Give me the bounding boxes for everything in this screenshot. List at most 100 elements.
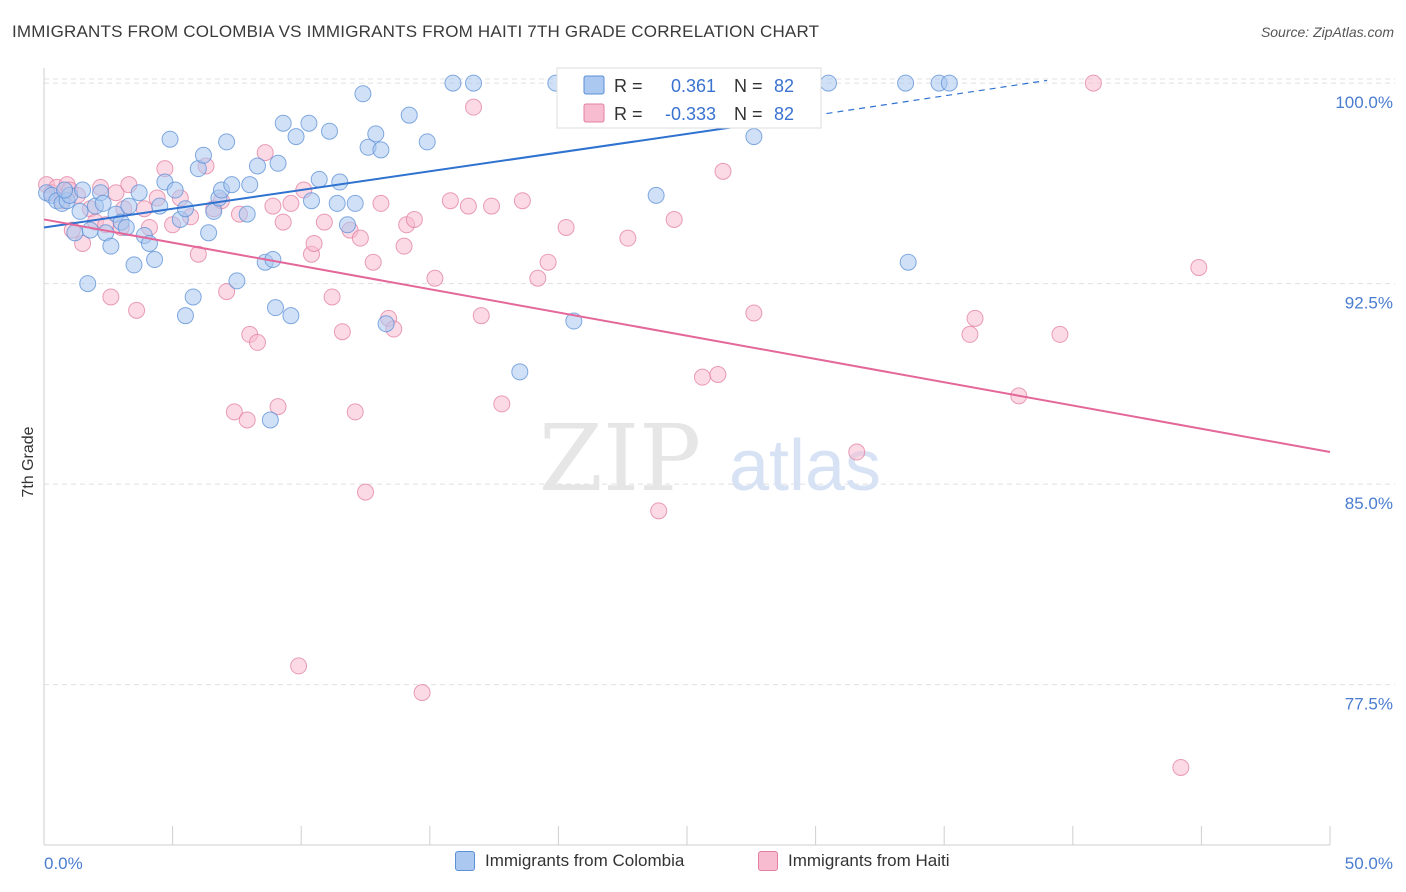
point-colombia: [745, 128, 763, 146]
point-haiti: [557, 218, 575, 236]
point-haiti: [364, 253, 382, 271]
y-tick-label: 77.5%: [1345, 695, 1393, 714]
stats-swatch-blue: [583, 75, 605, 95]
point-haiti: [848, 443, 866, 461]
point-colombia: [176, 200, 194, 218]
point-haiti: [465, 98, 483, 116]
point-colombia: [71, 202, 89, 220]
point-colombia: [331, 173, 349, 191]
point-haiti: [745, 304, 763, 322]
point-haiti: [346, 403, 364, 421]
point-haiti: [305, 235, 323, 252]
point-haiti: [189, 245, 207, 263]
point-colombia: [354, 85, 372, 103]
point-haiti: [426, 269, 444, 287]
point-haiti: [539, 253, 557, 271]
point-haiti: [665, 210, 683, 228]
stats-n-label-pink: N =: [734, 104, 763, 124]
point-colombia: [66, 224, 84, 242]
point-colombia: [223, 176, 241, 194]
stats-r-value-pink: -0.333: [665, 104, 716, 124]
point-colombia: [74, 181, 92, 199]
point-colombia: [647, 186, 665, 204]
point-haiti: [1172, 758, 1190, 776]
point-haiti: [128, 301, 146, 319]
trend-line-colombia: [43, 114, 816, 229]
point-colombia: [200, 224, 218, 242]
point-haiti: [290, 657, 308, 675]
point-colombia: [102, 237, 120, 255]
point-colombia: [161, 130, 179, 148]
point-haiti: [529, 269, 547, 287]
point-haiti: [961, 325, 979, 343]
point-colombia: [377, 315, 395, 333]
point-colombia: [269, 154, 287, 172]
trend-line-haiti: [43, 218, 1331, 454]
point-colombia: [146, 251, 164, 269]
stats-swatch-pink: [583, 103, 605, 123]
y-tick-label: 92.5%: [1345, 294, 1393, 313]
point-colombia: [465, 74, 483, 92]
legend-label-haiti: Immigrants from Haiti: [788, 851, 950, 870]
point-haiti: [315, 213, 333, 231]
point-haiti: [102, 288, 120, 306]
chart-title: IMMIGRANTS FROM COLOMBIA VS IMMIGRANTS F…: [12, 22, 820, 41]
legend-item-haiti: Immigrants from Haiti: [758, 851, 950, 871]
trend-lines: [43, 79, 1331, 454]
watermark-atlas: atlas: [729, 426, 881, 506]
y-tick-label: 100.0%: [1335, 93, 1393, 112]
point-haiti: [1051, 325, 1069, 343]
point-haiti: [395, 237, 413, 255]
point-colombia: [346, 194, 364, 212]
point-haiti: [218, 283, 236, 301]
point-haiti: [357, 483, 374, 501]
point-haiti: [238, 411, 256, 429]
legend-swatch-colombia: [455, 851, 475, 871]
legend-label-colombia: Immigrants from Colombia: [485, 851, 685, 870]
point-haiti: [405, 210, 423, 228]
point-colombia: [310, 170, 328, 188]
point-colombia: [897, 74, 915, 92]
point-haiti: [274, 213, 292, 231]
point-haiti: [1084, 74, 1102, 92]
stats-n-label-blue: N =: [734, 76, 763, 96]
tick-labels: 77.5% 85.0% 92.5% 100.0% 0.0% 50.0%: [44, 93, 1393, 873]
point-colombia: [238, 205, 256, 223]
watermark: ZIP atlas: [539, 405, 881, 512]
data-points: [38, 74, 1208, 776]
point-colombia: [302, 192, 320, 210]
point-colombia: [81, 221, 99, 239]
point-haiti: [472, 307, 490, 325]
point-colombia: [372, 141, 390, 159]
point-colombia: [320, 122, 338, 140]
stats-n-value-blue: 82: [774, 76, 794, 96]
point-colombia: [184, 288, 202, 306]
point-colombia: [287, 128, 305, 146]
legend-item-colombia: Immigrants from Colombia: [455, 851, 684, 871]
point-haiti: [269, 398, 287, 416]
point-colombia: [274, 114, 292, 132]
point-haiti: [709, 365, 727, 383]
point-colombia: [261, 411, 279, 429]
point-colombia: [248, 157, 266, 175]
x-tick-label-max: 50.0%: [1345, 854, 1393, 873]
point-haiti: [413, 684, 431, 702]
point-haiti: [248, 333, 266, 351]
stats-legend-box: R = 0.361 N = 82 R = -0.333 N = 82: [556, 67, 822, 129]
point-colombia: [511, 363, 529, 381]
point-colombia: [819, 74, 837, 92]
point-haiti: [225, 403, 243, 421]
stats-n-value-pink: 82: [774, 104, 794, 124]
point-haiti: [282, 194, 300, 212]
point-haiti: [333, 323, 351, 341]
point-haiti: [619, 229, 637, 247]
point-colombia: [418, 133, 436, 151]
point-haiti: [441, 192, 459, 210]
point-colombia: [565, 312, 583, 330]
watermark-zip: ZIP: [539, 405, 701, 512]
point-haiti: [693, 368, 711, 386]
point-haiti: [351, 229, 369, 247]
point-haiti: [264, 197, 282, 215]
point-haiti: [1190, 259, 1208, 277]
